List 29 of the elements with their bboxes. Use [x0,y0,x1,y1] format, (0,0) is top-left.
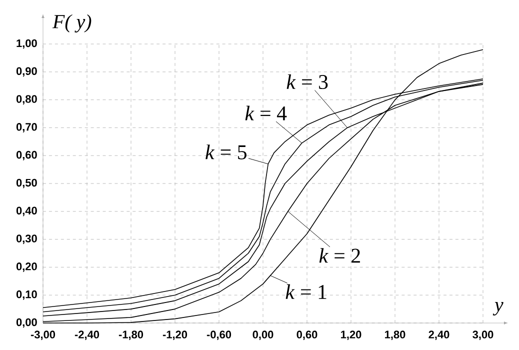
annotation: k = 4 [245,106,287,120]
y-tick-label: 0,90 [16,67,37,77]
x-tick-label: -1,80 [118,330,144,340]
annotation: k = 1 [286,284,326,299]
y-tick-label: 0,10 [16,290,37,300]
x-tick-label: -0,60 [206,330,232,340]
x-tick-label: 0,00 [252,330,274,340]
x-tick-label: 1,20 [341,330,362,340]
y-tick-label: 0,70 [16,123,37,132]
annotation: k = 2 [319,248,360,263]
y-tick-label: 0,00 [16,318,37,328]
x-tick-label: 0,60 [296,330,318,340]
x-tick-label: 1,80 [385,330,406,340]
x-tick-label: -1,20 [162,330,188,340]
x-tick-label: -2,40 [74,330,100,340]
y-tick-label: 0,60 [16,150,37,160]
y-tick-label: 0,40 [16,206,37,216]
y-tick-label: 0,50 [16,178,37,188]
y-axis-title: F( y) [52,14,92,32]
y-tick-label: 0,80 [16,95,37,104]
y-tick-label: 0,30 [16,234,37,244]
y-tick-label: 1,00 [16,39,37,49]
annotation: k = 3 [286,74,328,90]
x-axis-title: y [492,302,504,316]
x-tick-label: -3,00 [30,330,56,340]
x-tick-label: 3,00 [472,330,494,340]
annotation: k = 5 [206,144,246,160]
x-tick-label: 2,40 [428,330,450,340]
y-tick-label: 0,20 [16,262,37,272]
